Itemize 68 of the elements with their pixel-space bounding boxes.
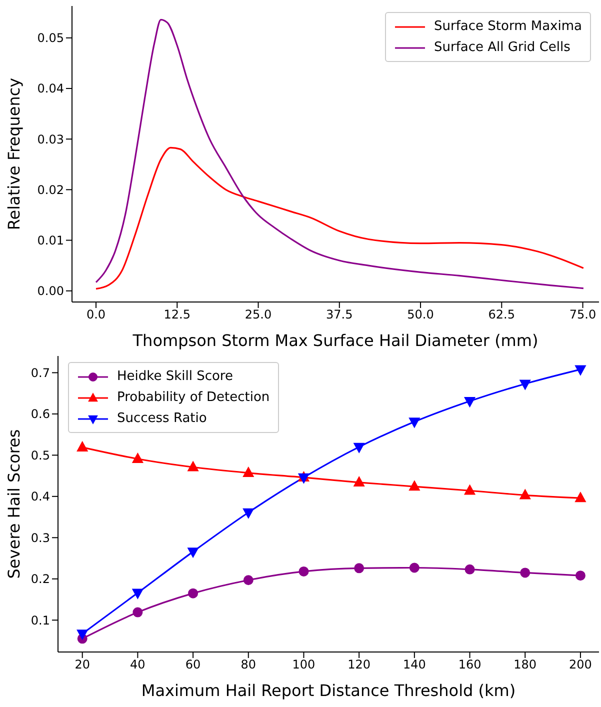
x-tick-label: 37.5 <box>326 308 353 322</box>
point <box>354 476 365 486</box>
x-tick-label: 50.0 <box>407 308 434 322</box>
y-tick-label: 0.3 <box>30 530 50 545</box>
y-axis-title: Severe Hail Scores <box>4 429 24 579</box>
line-series <box>95 18 584 290</box>
point <box>409 562 420 573</box>
point <box>354 563 364 574</box>
point <box>242 467 254 478</box>
point <box>132 607 143 618</box>
x-tick-label: 0.0 <box>86 308 106 322</box>
point <box>520 380 531 390</box>
y-tick-label: 0.6 <box>30 407 50 422</box>
x-tick-label: 200 <box>569 658 592 672</box>
line-series <box>95 146 584 290</box>
point <box>76 630 88 640</box>
point <box>242 508 254 518</box>
y-tick-label: 0.04 <box>37 82 64 96</box>
point <box>408 418 420 428</box>
point <box>464 397 476 408</box>
point <box>188 461 198 472</box>
y-tick-label: 0.2 <box>30 572 50 586</box>
x-tick-label: 62.5 <box>488 308 516 322</box>
legend-label: Success Ratio <box>117 411 207 426</box>
point <box>575 492 586 502</box>
y-tick-label: 0.4 <box>30 490 50 504</box>
x-tick-label: 140 <box>402 658 426 672</box>
y-tick-label: 0.01 <box>37 234 64 248</box>
legend-label: Surface Storm Maxima <box>434 19 582 34</box>
legend-label: Heidke Skill Score <box>117 369 233 384</box>
y-tick-label: 0.00 <box>37 284 64 298</box>
point <box>464 564 475 574</box>
x-tick-label: 100 <box>292 658 316 672</box>
point <box>243 575 254 586</box>
x-tick-label: 160 <box>458 658 482 672</box>
point <box>76 441 88 452</box>
point <box>188 548 198 558</box>
point <box>354 442 365 453</box>
x-axis-title: Maximum Hail Report Distance Threshold (km) <box>141 681 516 700</box>
x-tick-label: 12.5 <box>164 308 190 322</box>
x-tick-label: 120 <box>348 658 371 672</box>
y-tick-label: 0.7 <box>30 366 50 380</box>
point <box>298 566 309 576</box>
x-tick-label: 40 <box>130 658 146 672</box>
y-tick-label: 0.05 <box>37 31 64 46</box>
y-tick-label: 0.5 <box>30 448 50 462</box>
point <box>520 568 530 578</box>
point <box>575 365 586 376</box>
point <box>464 484 476 495</box>
y-tick-label: 0.03 <box>37 132 64 146</box>
y-tick-label: 0.1 <box>30 613 50 628</box>
point <box>575 570 586 581</box>
point <box>520 489 531 500</box>
legend-label: Surface All Grid Cells <box>434 40 570 55</box>
x-tick-label: 20 <box>74 658 90 672</box>
point <box>408 480 420 491</box>
x-tick-label: 60 <box>185 658 201 672</box>
y-axis-title: Relative Frequency <box>4 78 24 230</box>
x-tick-label: 180 <box>514 658 537 672</box>
legend-label: Probability of Detection <box>117 390 270 405</box>
point <box>188 588 198 598</box>
x-tick-label: 75.0 <box>569 308 596 322</box>
x-axis-title: Thompson Storm Max Surface Hail Diameter (mm) <box>132 331 538 350</box>
x-tick-label: 80 <box>240 658 256 672</box>
point <box>132 588 144 599</box>
point <box>132 452 144 463</box>
x-tick-label: 25.0 <box>244 308 272 322</box>
y-tick-label: 0.02 <box>37 182 64 197</box>
